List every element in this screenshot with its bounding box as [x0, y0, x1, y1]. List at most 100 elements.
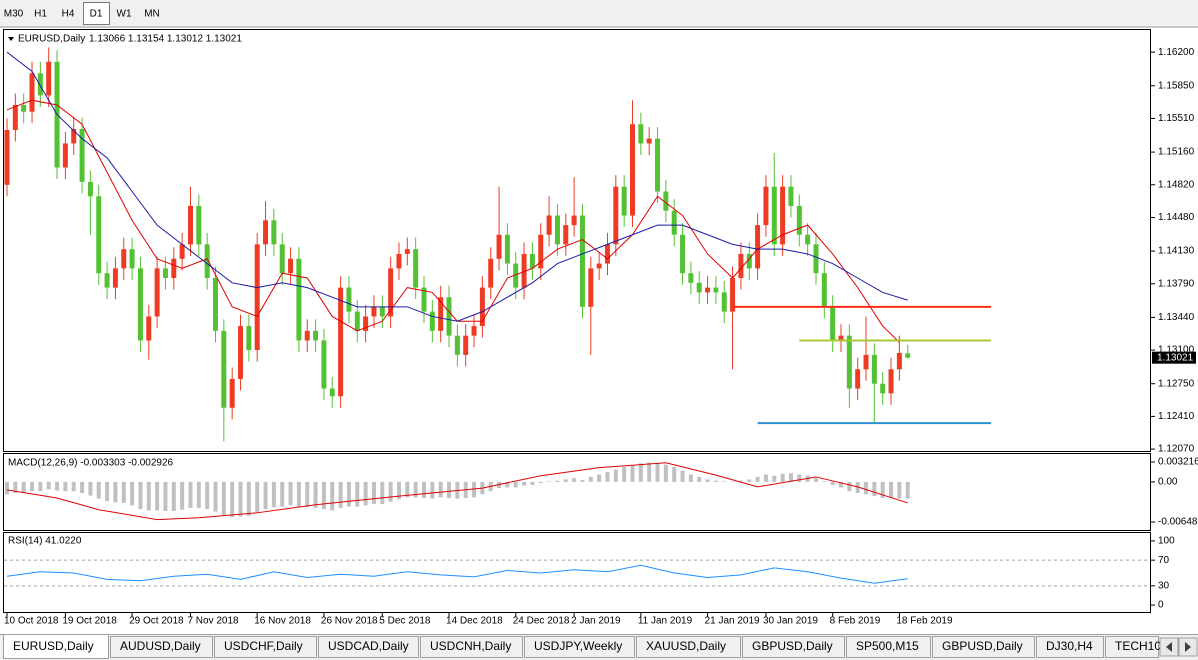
chart-tab[interactable]	[214, 636, 317, 658]
candle-body	[888, 369, 894, 394]
last-price-label: 1.13021	[1157, 352, 1194, 363]
candle-body	[187, 205, 193, 245]
candle-body	[471, 326, 477, 336]
chart-tab[interactable]	[1105, 636, 1159, 658]
candle-body	[313, 330, 319, 341]
candle-body	[79, 129, 85, 182]
y-tick-label: 1.13440	[1158, 312, 1195, 323]
macd-histogram-bar	[797, 474, 802, 482]
chart-tab[interactable]	[110, 636, 213, 658]
timeframe-button[interactable]	[83, 2, 110, 25]
candle-body	[413, 249, 419, 288]
chart-tab[interactable]	[420, 636, 523, 658]
chart-tab[interactable]	[932, 636, 1035, 658]
macd-histogram-bar	[138, 481, 143, 510]
candle-body	[763, 186, 769, 226]
timeframe-label: MN	[144, 9, 160, 20]
timeframe-label: H1	[34, 9, 47, 20]
x-tick-label: 18 Feb 2019	[896, 616, 953, 627]
x-tick-label: 30 Jan 2019	[763, 616, 818, 627]
macd-histogram-bar	[246, 481, 251, 516]
chart-tab-label: XAUUSD,Daily	[646, 639, 726, 653]
y-tick-label: 1.14480	[1158, 212, 1195, 223]
candle-body	[329, 388, 335, 397]
candle-body	[438, 297, 444, 331]
candle-body	[396, 253, 402, 269]
macd-histogram-bar	[346, 481, 351, 507]
candle-body	[680, 234, 686, 274]
macd-histogram-bar	[188, 481, 193, 508]
arrow-right-icon	[1185, 642, 1191, 652]
chart-tab-label: GBPUSD,Daily	[752, 639, 833, 653]
collapse-arrow[interactable]	[8, 37, 14, 41]
chart-tab-label: TECH100	[1115, 639, 1168, 653]
timeframe-label: D1	[90, 9, 103, 20]
candle-body	[796, 205, 802, 235]
chart-tab[interactable]	[524, 636, 635, 658]
candle-body	[463, 335, 469, 355]
macd-histogram-bar	[363, 481, 368, 506]
macd-histogram-bar	[330, 481, 335, 511]
macd-histogram-bar	[422, 481, 426, 498]
macd-histogram-bar	[288, 481, 293, 506]
rsi-y-tick-label: 0	[1158, 600, 1164, 611]
rsi-line	[6, 564, 908, 584]
chart-tab[interactable]	[318, 636, 419, 658]
chart-tab-label: USDCHF,Daily	[224, 639, 303, 653]
candle-body	[663, 191, 669, 211]
candle-body	[62, 143, 68, 168]
chart-tab-label: DJ30,H4	[1046, 639, 1093, 653]
y-tick-label: 1.14130	[1158, 246, 1195, 257]
timeframe-button[interactable]	[1, 2, 27, 25]
macd-histogram-bar	[338, 481, 343, 508]
timeframe-button[interactable]	[28, 2, 54, 25]
macd-histogram-bar	[580, 480, 585, 482]
chart-tab[interactable]	[3, 634, 109, 659]
macd-histogram-bar	[155, 481, 160, 511]
macd-histogram-bar	[105, 481, 110, 502]
candle-body	[721, 292, 727, 312]
macd-histogram-bar	[530, 481, 535, 485]
macd-histogram-bar	[405, 481, 410, 498]
macd-histogram-bar	[238, 481, 243, 517]
candle-body	[46, 61, 52, 96]
candle-body	[213, 278, 218, 331]
candle-body	[771, 186, 777, 245]
macd-histogram-bar	[880, 481, 885, 498]
timeframe-button[interactable]	[55, 2, 82, 25]
timeframe-label: H4	[62, 9, 75, 20]
x-tick-label: 26 Nov 2018	[321, 616, 378, 627]
chart-tab[interactable]	[1036, 636, 1104, 658]
timeframe-button[interactable]	[139, 2, 166, 25]
candle-body	[379, 306, 385, 317]
moving-average-line	[6, 51, 908, 322]
macd-histogram-bar	[780, 473, 785, 482]
macd-histogram-bar	[371, 481, 376, 505]
candle-body	[71, 129, 77, 144]
macd-y-tick-label: 0.00	[1158, 477, 1178, 488]
candle-body	[805, 234, 811, 245]
x-tick-label: 19 Oct 2018	[62, 616, 117, 627]
macd-histogram-bar	[296, 481, 301, 507]
y-tick-label: 1.14820	[1158, 179, 1195, 190]
macd-histogram-bar	[680, 470, 685, 482]
timeframe-button[interactable]	[111, 2, 138, 25]
macd-histogram-bar	[196, 481, 201, 508]
macd-histogram-bar	[13, 481, 18, 494]
candle-body	[621, 186, 627, 216]
chart-tab[interactable]	[846, 636, 931, 658]
candle-body	[363, 316, 369, 331]
macd-histogram-bar	[705, 479, 710, 482]
candle-body	[112, 268, 118, 288]
candle-body	[246, 326, 252, 351]
chart-tab[interactable]	[636, 636, 741, 658]
candle-body	[404, 249, 410, 254]
macd-histogram-bar	[597, 474, 602, 482]
chart-tab[interactable]	[742, 636, 845, 658]
macd-histogram-bar	[305, 481, 310, 508]
chart-tab-label: SP500,M15	[856, 639, 919, 653]
macd-histogram-bar	[80, 481, 85, 494]
macd-histogram-bar	[63, 481, 68, 492]
candle-body	[271, 220, 277, 245]
candle-body	[196, 205, 202, 245]
